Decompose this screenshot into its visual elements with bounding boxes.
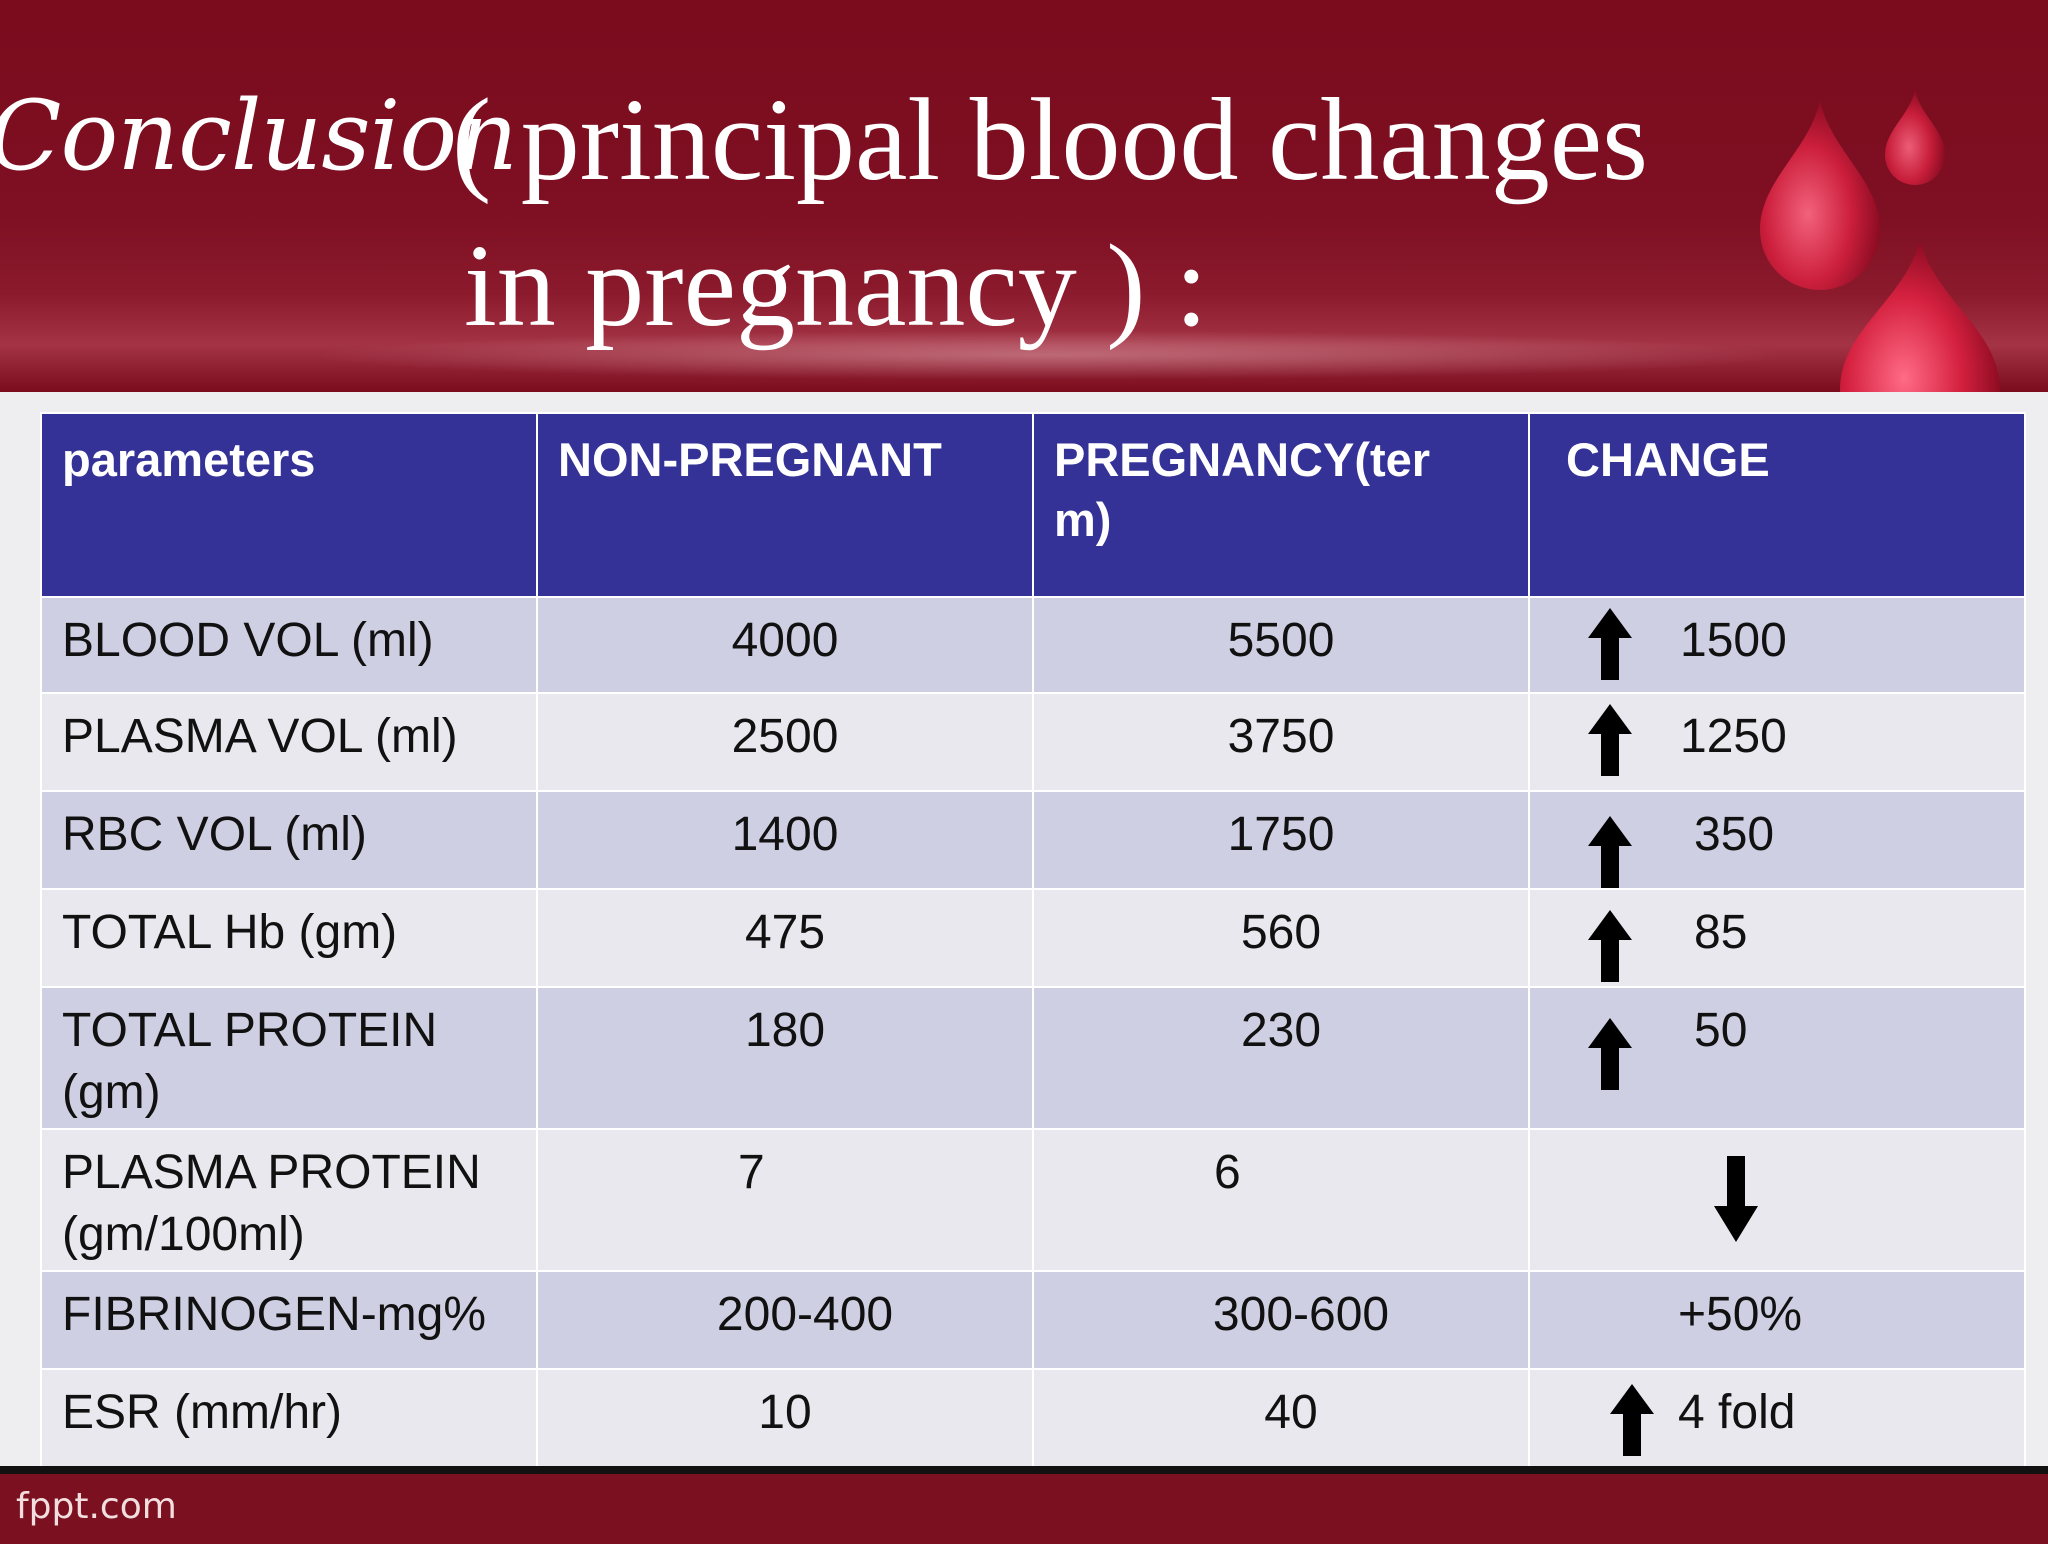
pregnancy-cell: 230 bbox=[1032, 986, 1530, 1130]
pregnancy-cell: 300-600 bbox=[1032, 1270, 1530, 1370]
change-cell: 1500 bbox=[1528, 596, 2026, 694]
nonpregnant-cell: 180 bbox=[536, 986, 1034, 1130]
table-row: ESR (mm/hr) 10 40 4 fold bbox=[40, 1368, 2026, 1468]
change-cell: 4 fold bbox=[1528, 1368, 2026, 1468]
pregnancy-cell: 1750 bbox=[1032, 790, 1530, 890]
footer-brand: fppt.com bbox=[16, 1486, 177, 1527]
header-parameters: parameters bbox=[40, 412, 538, 598]
change-cell bbox=[1528, 1128, 2026, 1272]
up-arrow-icon bbox=[1588, 704, 1632, 776]
change-value: 1500 bbox=[1680, 614, 1787, 667]
up-arrow-icon bbox=[1610, 1384, 1654, 1456]
title-conclusion: Conclusion bbox=[0, 80, 518, 192]
nonpregnant-cell: 4000 bbox=[536, 596, 1034, 694]
change-cell: 350 bbox=[1528, 790, 2026, 890]
change-value: 50 bbox=[1694, 1004, 1748, 1057]
table-row: BLOOD VOL (ml) 4000 5500 1500 bbox=[40, 596, 2026, 694]
change-cell: 1250 bbox=[1528, 692, 2026, 792]
nonpregnant-cell: 2500 bbox=[536, 692, 1034, 792]
title-line-1: ( principal blood changes bbox=[452, 74, 1649, 205]
title-line-2: in pregnancy ) : bbox=[464, 220, 1208, 351]
param-cell: BLOOD VOL (ml) bbox=[40, 596, 538, 694]
blood-drops-icon bbox=[1760, 90, 2000, 392]
change-cell: +50% bbox=[1528, 1270, 2026, 1370]
param-cell: ESR (mm/hr) bbox=[40, 1368, 538, 1468]
header-change: CHANGE bbox=[1528, 412, 2026, 598]
up-arrow-icon bbox=[1588, 608, 1632, 680]
pregnancy-cell: 3750 bbox=[1032, 692, 1530, 792]
pregnancy-cell: 5500 bbox=[1032, 596, 1530, 694]
param-cell: RBC VOL (ml) bbox=[40, 790, 538, 890]
up-arrow-icon bbox=[1588, 1018, 1632, 1090]
down-arrow-icon bbox=[1714, 1156, 1758, 1242]
change-cell: 50 bbox=[1528, 986, 2026, 1130]
header-glow bbox=[300, 330, 1800, 380]
table-row: TOTAL Hb (gm) 475 560 85 bbox=[40, 888, 2026, 988]
param-cell: PLASMA PROTEIN (gm/100ml) bbox=[40, 1128, 538, 1272]
param-cell: TOTAL Hb (gm) bbox=[40, 888, 538, 988]
nonpregnant-cell: 200-400 bbox=[536, 1270, 1034, 1370]
param-cell: FIBRINOGEN-mg% bbox=[40, 1270, 538, 1370]
param-cell: PLASMA VOL (ml) bbox=[40, 692, 538, 792]
table-row: TOTAL PROTEIN (gm) 180 230 50 bbox=[40, 986, 2026, 1130]
pregnancy-cell: 560 bbox=[1032, 888, 1530, 988]
blood-changes-table: parameters NON-PREGNANT PREGNANCY(ter m)… bbox=[40, 412, 2026, 1468]
table-row: PLASMA PROTEIN (gm/100ml) 7 6 bbox=[40, 1128, 2026, 1272]
slide-footer: fppt.com bbox=[0, 1466, 2048, 1544]
header-non-pregnant: NON-PREGNANT bbox=[536, 412, 1034, 598]
change-value: 85 bbox=[1694, 906, 1748, 959]
nonpregnant-cell: 7 bbox=[536, 1128, 1034, 1272]
nonpregnant-cell: 475 bbox=[536, 888, 1034, 988]
change-value: 4 fold bbox=[1678, 1386, 1796, 1439]
header-pregnancy: PREGNANCY(ter m) bbox=[1032, 412, 1530, 598]
slide-header: Conclusion ( principal blood changes in … bbox=[0, 0, 2048, 392]
nonpregnant-cell: 10 bbox=[536, 1368, 1034, 1468]
table-row: RBC VOL (ml) 1400 1750 350 bbox=[40, 790, 2026, 890]
up-arrow-icon bbox=[1588, 910, 1632, 982]
pregnancy-cell: 40 bbox=[1032, 1368, 1530, 1468]
table-row: FIBRINOGEN-mg% 200-400 300-600 +50% bbox=[40, 1270, 2026, 1370]
change-value: 350 bbox=[1694, 808, 1775, 861]
nonpregnant-cell: 1400 bbox=[536, 790, 1034, 890]
change-cell: 85 bbox=[1528, 888, 2026, 988]
table-row: PLASMA VOL (ml) 2500 3750 1250 bbox=[40, 692, 2026, 792]
pregnancy-cell: 6 bbox=[1032, 1128, 1530, 1272]
change-value: 1250 bbox=[1680, 710, 1787, 763]
table-header-row: parameters NON-PREGNANT PREGNANCY(ter m)… bbox=[40, 412, 2026, 598]
param-cell: TOTAL PROTEIN (gm) bbox=[40, 986, 538, 1130]
up-arrow-icon bbox=[1588, 816, 1632, 888]
